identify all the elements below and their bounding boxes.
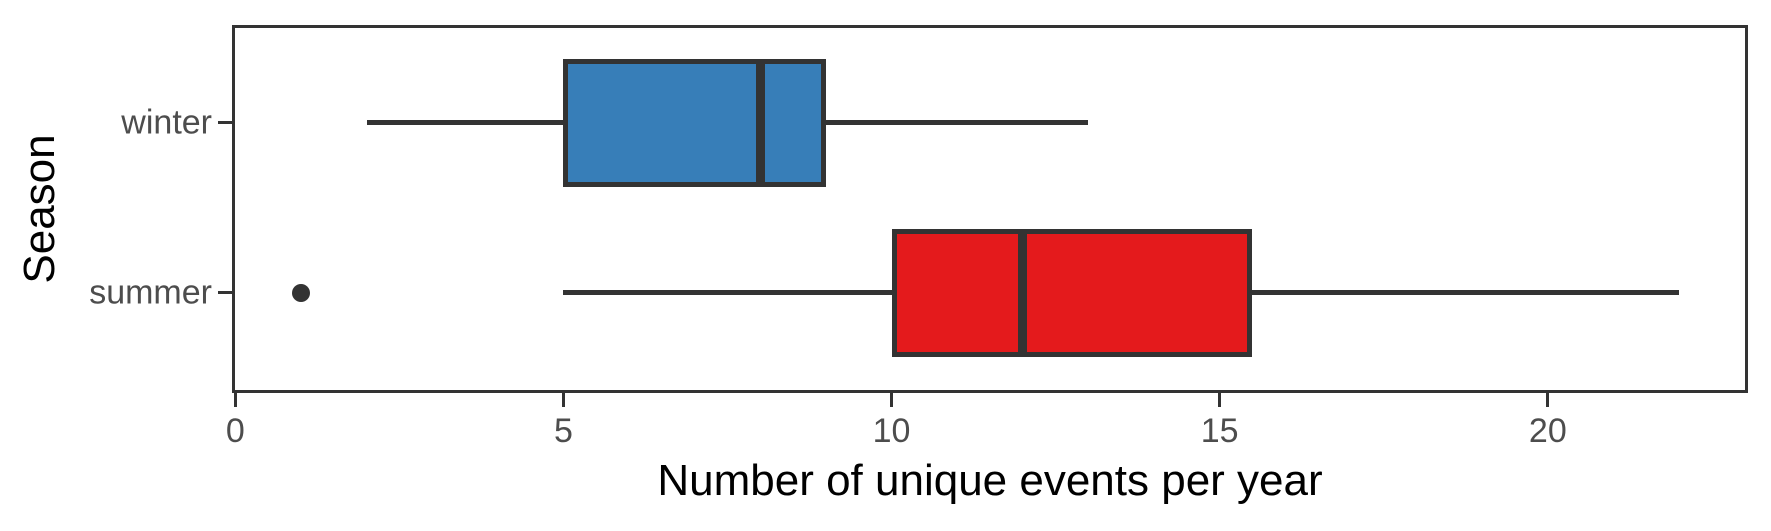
x-tick-mark-20 xyxy=(1546,393,1550,407)
x-tick-mark-15 xyxy=(1218,393,1222,407)
y-tick-mark-summer xyxy=(218,291,232,295)
median-line-summer xyxy=(1018,228,1028,357)
median-line-winter xyxy=(755,58,765,187)
box-summer xyxy=(891,228,1253,357)
x-tick-label-10: 10 xyxy=(872,412,911,450)
x-tick-label-5: 5 xyxy=(553,412,573,450)
box-winter xyxy=(563,58,826,187)
x-tick-label-20: 20 xyxy=(1528,412,1567,450)
x-axis-title: Number of unique events per year xyxy=(657,456,1323,505)
y-tick-label-winter: winter xyxy=(121,103,212,142)
y-tick-mark-winter xyxy=(218,121,232,125)
x-tick-mark-0 xyxy=(233,393,237,407)
x-tick-mark-5 xyxy=(561,393,565,407)
y-tick-label-summer: summer xyxy=(89,273,212,312)
outlier-point-summer xyxy=(291,283,310,302)
y-axis-title: Season xyxy=(15,134,64,284)
x-tick-label-15: 15 xyxy=(1200,412,1239,450)
plot-panel xyxy=(232,25,1748,393)
x-tick-label-0: 0 xyxy=(225,412,245,450)
x-tick-mark-10 xyxy=(890,393,894,407)
